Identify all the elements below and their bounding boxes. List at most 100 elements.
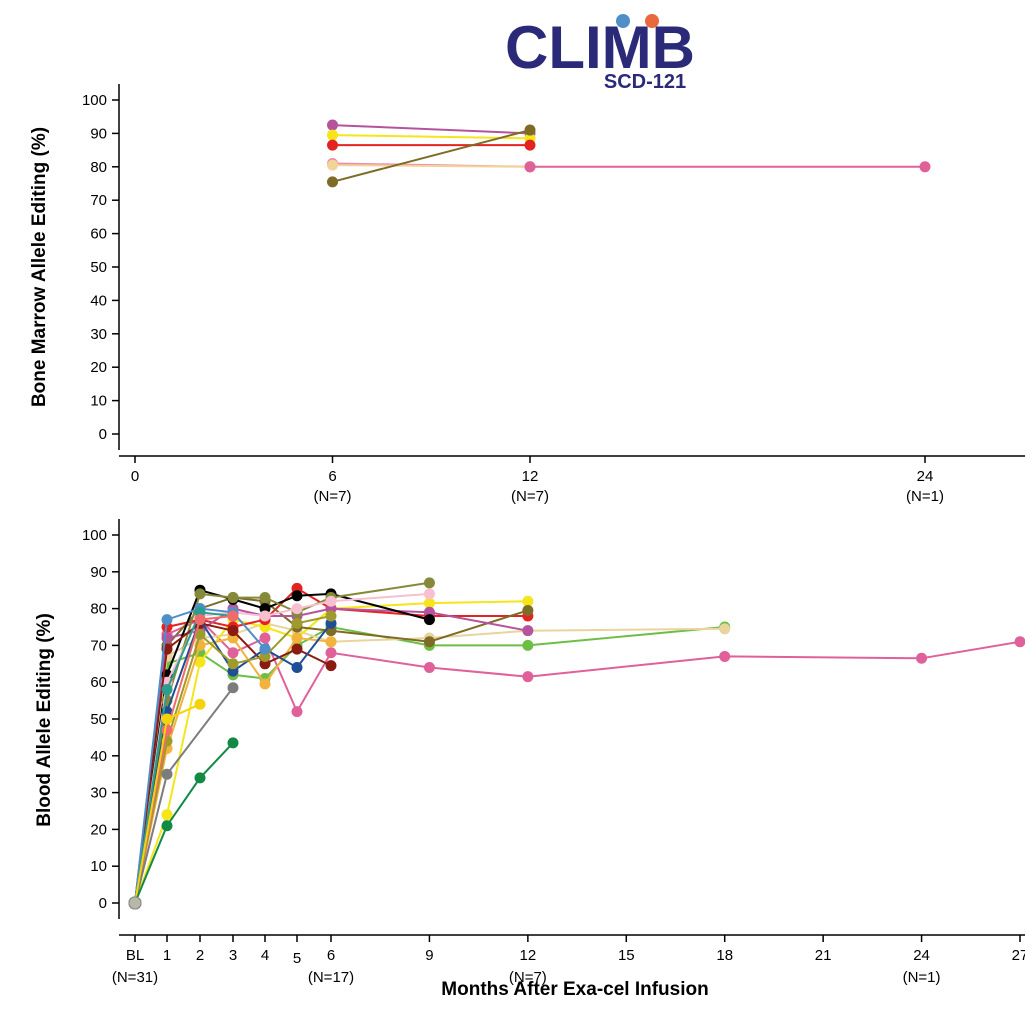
y-tick-label: 30	[90, 326, 107, 343]
series-line	[332, 124, 531, 135]
y-axis-title: Bone Marrow Allele Editing (%)	[29, 127, 50, 407]
data-point	[327, 139, 338, 151]
x-tick-label: 4	[261, 947, 269, 964]
data-point	[327, 159, 338, 171]
data-point	[259, 592, 271, 604]
data-point	[522, 639, 534, 651]
y-tick-label: 50	[90, 711, 107, 728]
x-tick-label: 6	[327, 947, 335, 964]
x-tick-label: 3	[229, 947, 237, 964]
data-point	[524, 139, 536, 151]
data-point	[161, 713, 173, 725]
x-tick-n-label: (N=31)	[112, 969, 158, 986]
x-axis-title: Months After Exa-cel Infusion	[441, 979, 708, 1000]
y-tick-label: 0	[99, 895, 107, 912]
data-point	[423, 597, 435, 609]
series-6	[524, 161, 931, 173]
data-point	[128, 896, 142, 910]
series-4	[327, 159, 536, 173]
data-point	[227, 592, 239, 604]
x-tick-label: 21	[815, 947, 832, 964]
y-tick-label: 90	[90, 125, 107, 142]
data-point	[259, 678, 271, 690]
data-point	[325, 636, 337, 648]
y-tick-label: 20	[90, 359, 107, 376]
data-point	[291, 661, 303, 673]
series-line	[134, 611, 234, 904]
series-line	[332, 164, 531, 168]
data-point	[161, 684, 173, 696]
data-point	[423, 636, 435, 648]
series-line	[134, 592, 430, 904]
data-point	[227, 737, 239, 749]
data-point	[325, 595, 337, 607]
data-point	[522, 604, 534, 616]
data-point	[423, 614, 435, 626]
y-tick-label: 40	[90, 292, 107, 309]
data-point	[194, 698, 206, 710]
data-point	[161, 614, 173, 626]
x-tick-label: BL	[126, 947, 144, 964]
data-point	[194, 656, 206, 668]
data-point	[423, 661, 435, 673]
data-point	[291, 632, 303, 644]
data-point	[524, 161, 536, 173]
y-tick-label: 70	[90, 637, 107, 654]
series-line	[332, 129, 531, 183]
x-tick-label: 2	[196, 947, 204, 964]
data-point	[291, 706, 303, 718]
x-tick-label: 24	[913, 947, 930, 964]
series-line	[134, 742, 234, 904]
x-tick-n-label: (N=7)	[511, 488, 549, 505]
y-tick-label: 0	[99, 426, 107, 443]
data-point	[1014, 636, 1025, 648]
x-tick-label: 6	[328, 468, 336, 485]
series-line	[134, 588, 430, 904]
data-point	[522, 671, 534, 683]
data-point	[194, 588, 206, 600]
data-point	[291, 590, 303, 602]
data-point	[259, 643, 271, 655]
data-point	[227, 610, 239, 622]
x-tick-label: 12	[522, 468, 539, 485]
data-point	[227, 625, 239, 637]
data-point	[327, 119, 338, 131]
data-point	[161, 724, 173, 736]
y-tick-label: 40	[90, 748, 107, 765]
y-tick-label: 20	[90, 821, 107, 838]
data-point	[259, 610, 271, 622]
data-point	[423, 577, 435, 589]
series-2	[128, 617, 731, 910]
data-point	[325, 660, 337, 672]
data-point	[522, 625, 534, 637]
data-point	[327, 176, 338, 188]
data-point	[524, 124, 536, 136]
x-tick-label: 24	[917, 468, 934, 485]
data-point	[327, 129, 338, 141]
x-tick-label: 1	[163, 947, 171, 964]
data-point	[161, 809, 173, 821]
data-point	[161, 820, 173, 832]
data-point	[291, 603, 303, 615]
logo-figure-head-icon-2	[645, 14, 659, 28]
data-point	[423, 588, 435, 600]
data-point	[227, 647, 239, 659]
logo-sub-badge	[585, 68, 705, 90]
logo-subtext: SCD-121	[604, 71, 686, 93]
y-tick-label: 10	[90, 858, 107, 875]
data-point	[194, 772, 206, 784]
y-tick-label: 80	[90, 159, 107, 176]
data-point	[325, 610, 337, 622]
data-point	[194, 614, 206, 626]
bone-marrow-chart: 0 10 20 30 40 50 60 70 80 90 100 0 6 (N=7) 12 (N=7) 24 (N…	[29, 84, 1025, 505]
x-tick-n-label: (N=7)	[509, 969, 547, 986]
x-tick-n-label: (N=1)	[903, 969, 941, 986]
y-axis-title: Blood Allele Editing (%)	[34, 613, 55, 827]
data-point	[919, 161, 931, 173]
x-tick-n-label: (N=1)	[906, 488, 944, 505]
x-tick-label: 15	[618, 947, 635, 964]
series-line	[134, 581, 430, 904]
y-tick-label: 100	[82, 527, 107, 544]
